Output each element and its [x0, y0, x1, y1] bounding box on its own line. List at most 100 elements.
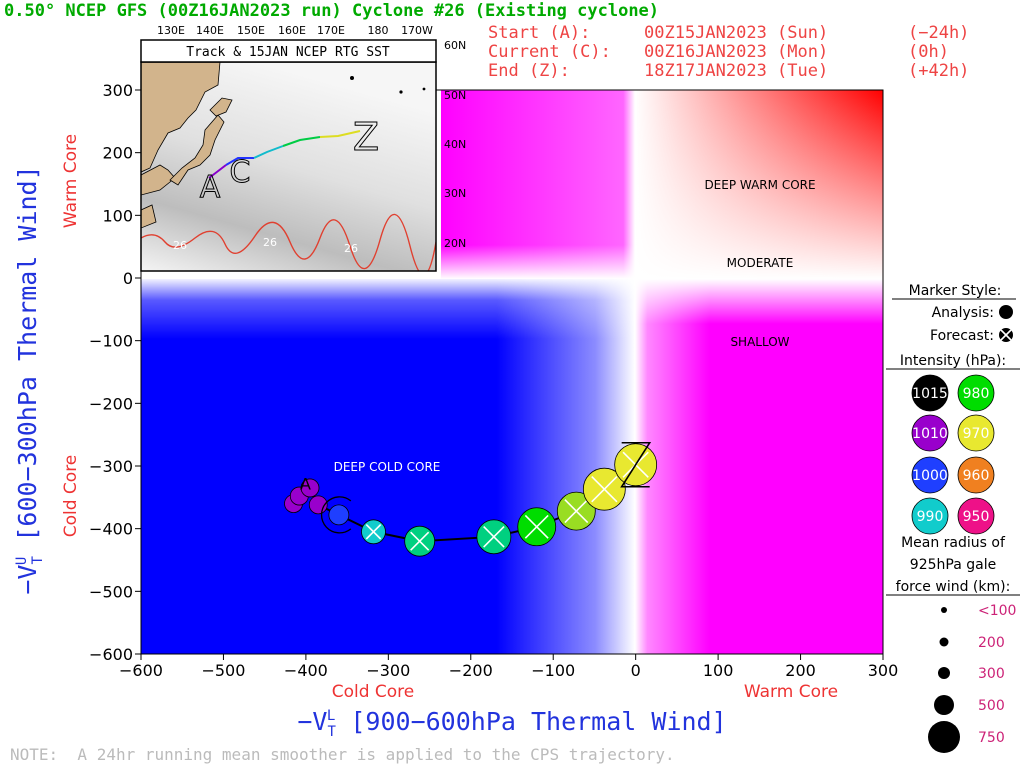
- intensity-title: Intensity (hPa):: [900, 353, 1006, 369]
- inset-label-current: C: [230, 155, 251, 190]
- radius-title-1: Mean radius of: [901, 535, 1006, 551]
- x-tick-label: −600: [119, 661, 163, 680]
- trajectory-points: [284, 443, 658, 557]
- plot-frame: [140, 89, 884, 655]
- x-tick-label: −400: [284, 661, 328, 680]
- current-time: 00Z16JAN2023 (Mon): [644, 42, 828, 62]
- track-point: [556, 491, 596, 531]
- y-tick-label: 300: [102, 81, 133, 100]
- x-tick-label: 100: [703, 661, 734, 680]
- x-tick-label: −200: [449, 661, 493, 680]
- y-tick-label: −100: [89, 332, 133, 351]
- intensity-swatch: 990: [911, 497, 949, 535]
- intensity-value: 1000: [912, 468, 948, 484]
- intensity-value: 1010: [912, 426, 948, 442]
- y-tick-label: −200: [89, 394, 133, 413]
- region-moderate: MODERATE: [727, 256, 794, 270]
- intensity-value: 1015: [912, 386, 948, 402]
- y-tick-label: −300: [89, 457, 133, 476]
- x-tick-label: −100: [531, 661, 575, 680]
- y-tick-label: −600: [89, 645, 133, 664]
- radius-label: 200: [978, 635, 1005, 651]
- inset-lat-label: 30N: [444, 187, 466, 200]
- y-axis-ticks: 300 200 100 0 −100 −200 −300 −400 −500 −600: [89, 81, 141, 664]
- inset-lon-label: 180: [368, 24, 389, 37]
- track-point: [328, 504, 350, 526]
- page-title: 0.50° NCEP GFS (00Z16JAN2023 run) Cyclon…: [4, 1, 659, 21]
- inset-lat-label: 40N: [444, 138, 466, 151]
- inset-lat-label: 50N: [444, 89, 466, 102]
- intensity-value: 980: [963, 386, 990, 402]
- inset-sst-label-2: 26: [263, 236, 277, 249]
- current-offset: (0h): [908, 42, 949, 62]
- intensity-value: 990: [917, 509, 944, 525]
- forecast-label: Forecast:: [930, 328, 994, 344]
- inset-lon-label: 130E: [157, 24, 185, 37]
- radius-title-2: 925hPa gale: [910, 557, 996, 573]
- footer-note: NOTE: A 24hr running mean smoother is ap…: [10, 745, 675, 764]
- end-offset: (+42h): [908, 61, 969, 81]
- x-side-label-cold: Cold Core: [332, 682, 415, 702]
- inset-lon-label: 170W: [401, 24, 433, 37]
- start-label: Start (A):: [488, 23, 590, 43]
- end-label: End (Z):: [488, 61, 570, 81]
- radius-label: <100: [978, 603, 1016, 619]
- radius-legend: <100 200 300 500 750: [928, 603, 1016, 753]
- track-point: [582, 467, 626, 511]
- track-point: [404, 525, 436, 557]
- radius-dot-icon: [941, 607, 947, 613]
- end-time: 18Z17JAN2023 (Tue): [644, 61, 828, 81]
- start-offset: (−24h): [908, 23, 969, 43]
- header-times: Start (A): 00Z15JAN2023 (Sun) (−24h) Cur…: [488, 23, 969, 81]
- inset-lat-label: 60N: [444, 39, 466, 52]
- x-axis-ticks: −600 −500 −400 −300 −200 −100 0 100 200 300: [119, 654, 898, 680]
- y-axis-title: −VTU [600−300hPa Thermal Wind]: [13, 165, 46, 594]
- inset-title: Track & 15JAN NCEP RTG SST: [186, 45, 390, 60]
- radius-label: 300: [978, 666, 1005, 682]
- inset-lon-label: 170E: [317, 24, 345, 37]
- x-tick-label: −300: [366, 661, 410, 680]
- inset-lon-label: 160E: [278, 24, 306, 37]
- region-deep-warm: DEEP WARM CORE: [704, 178, 815, 192]
- track-point: [300, 478, 320, 498]
- x-side-label-warm: Warm Core: [744, 682, 838, 702]
- x-tick-label: −500: [201, 661, 245, 680]
- marker-style-title: Marker Style:: [909, 283, 1002, 299]
- inset-label-end: Z: [353, 115, 379, 159]
- inset-lat-labels: 60N 50N 40N 30N 20N: [444, 39, 466, 250]
- track-point: [361, 519, 386, 545]
- analysis-marker-icon: [999, 305, 1013, 319]
- inset-map: Track & 15JAN NCEP RTG SST 130E 140E 150E 1…: [140, 24, 466, 272]
- analysis-label: Analysis:: [932, 305, 994, 321]
- x-tick-label: 300: [868, 661, 899, 680]
- intensity-swatch: 960: [957, 456, 995, 494]
- track-start-label: A: [300, 475, 311, 494]
- radius-dot-icon: [928, 721, 960, 753]
- y-tick-label: 100: [102, 206, 133, 225]
- y-tick-label: −500: [89, 582, 133, 601]
- region-shallow: SHALLOW: [730, 335, 789, 349]
- y-side-label-warm: Warm Core: [61, 134, 81, 228]
- intensity-swatch: 980: [957, 374, 995, 412]
- inset-sst-label-1: 26: [173, 239, 187, 252]
- x-axis-title: −VTL [900−600hPa Thermal Wind]: [297, 707, 726, 740]
- region-deep-cold: DEEP COLD CORE: [334, 460, 441, 474]
- radius-dot-icon: [938, 667, 950, 679]
- x-tick-label: 0: [631, 661, 641, 680]
- y-tick-label: 200: [102, 144, 133, 163]
- x-tick-label: 200: [785, 661, 816, 680]
- y-tick-label: 0: [123, 269, 133, 288]
- intensity-swatch: 1000: [911, 456, 949, 494]
- phase-background: [141, 90, 883, 654]
- radius-title-3: force wind (km):: [896, 579, 1011, 595]
- inset-sst-label-3: 26: [344, 242, 358, 255]
- inset-label-start: A: [200, 170, 221, 205]
- current-label: Current (C):: [488, 42, 611, 62]
- track-end-marker: [620, 441, 652, 488]
- inset-lon-label: 140E: [196, 24, 224, 37]
- intensity-value: 970: [963, 426, 990, 442]
- intensity-value: 960: [963, 468, 990, 484]
- intensity-swatch: 950: [957, 497, 995, 535]
- radius-label: 500: [978, 698, 1005, 714]
